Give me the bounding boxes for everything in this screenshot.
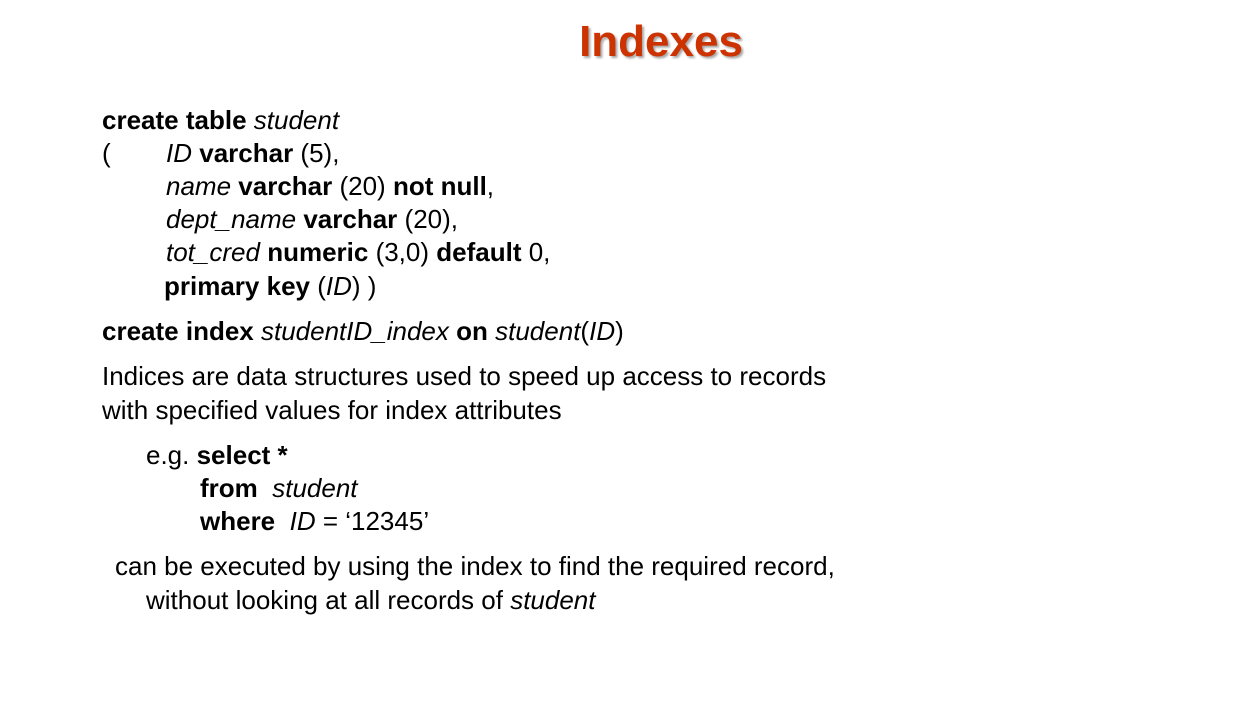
table-name: student bbox=[495, 316, 581, 346]
keyword: create index bbox=[102, 316, 254, 346]
punctuation: ) ) bbox=[351, 271, 377, 301]
ddl-line-2-paren: ( bbox=[102, 138, 111, 168]
conclusion-text: without looking at all records of bbox=[146, 585, 511, 615]
conclusion-line-2: without looking at all records of studen… bbox=[146, 584, 596, 616]
keyword: numeric bbox=[267, 237, 369, 267]
ddl-line-6: primary key (ID) ) bbox=[164, 270, 376, 302]
column-name: ID bbox=[166, 138, 192, 168]
description-line-1: Indices are data structures used to spee… bbox=[102, 361, 827, 391]
predicate: = ‘12345’ bbox=[315, 506, 430, 536]
punctuation: , bbox=[486, 171, 495, 201]
example-prefix: e.g. bbox=[146, 440, 197, 470]
keyword: on bbox=[456, 316, 488, 346]
type-args: (20), bbox=[397, 204, 458, 234]
column-name: ID bbox=[589, 316, 616, 346]
create-index-line: create index studentID_index on student(… bbox=[102, 315, 624, 347]
conclusion-line-1: can be executed by using the index to fi… bbox=[115, 551, 835, 581]
ddl-line-2: ID varchar (5), bbox=[166, 137, 339, 169]
example-line-3: where ID = ‘12345’ bbox=[200, 505, 429, 537]
table-name: student bbox=[510, 585, 596, 615]
column-name: dept_name bbox=[166, 204, 297, 234]
keyword: primary key bbox=[164, 271, 310, 301]
punctuation: ) bbox=[615, 316, 624, 346]
keyword: varchar bbox=[238, 171, 333, 201]
ddl-line-4: dept_name varchar (20), bbox=[166, 203, 458, 235]
keyword: varchar bbox=[199, 138, 294, 168]
keyword: default bbox=[436, 237, 522, 267]
keyword: select * bbox=[196, 440, 288, 470]
example-line-1: e.g. select * bbox=[146, 439, 288, 471]
description-line-2: with specified values for index attribut… bbox=[102, 395, 562, 425]
punctuation: ( bbox=[309, 271, 326, 301]
slide-title: Indexes bbox=[579, 17, 743, 66]
keyword: where bbox=[200, 506, 276, 536]
column-name: ID bbox=[289, 506, 316, 536]
keyword: create table bbox=[102, 105, 247, 135]
example-line-2: from student bbox=[200, 472, 358, 504]
column-name: ID bbox=[325, 271, 352, 301]
type-args: (5), bbox=[293, 138, 340, 168]
table-name: student bbox=[253, 105, 340, 135]
keyword: varchar bbox=[303, 204, 398, 234]
index-name: studentID_index bbox=[260, 316, 449, 346]
default-value: 0, bbox=[521, 237, 551, 267]
type-args: (3,0) bbox=[368, 237, 437, 267]
ddl-line-5: tot_cred numeric (3,0) default 0, bbox=[166, 236, 550, 268]
ddl-line-1: create table student bbox=[102, 104, 339, 136]
keyword: not null bbox=[392, 171, 487, 201]
ddl-line-3: name varchar (20) not null, bbox=[166, 170, 494, 202]
punctuation: ( bbox=[580, 316, 590, 346]
table-name: student bbox=[272, 473, 358, 503]
keyword: from bbox=[200, 473, 258, 503]
column-name: tot_cred bbox=[166, 237, 260, 267]
type-args: (20) bbox=[332, 171, 393, 201]
column-name: name bbox=[166, 171, 232, 201]
